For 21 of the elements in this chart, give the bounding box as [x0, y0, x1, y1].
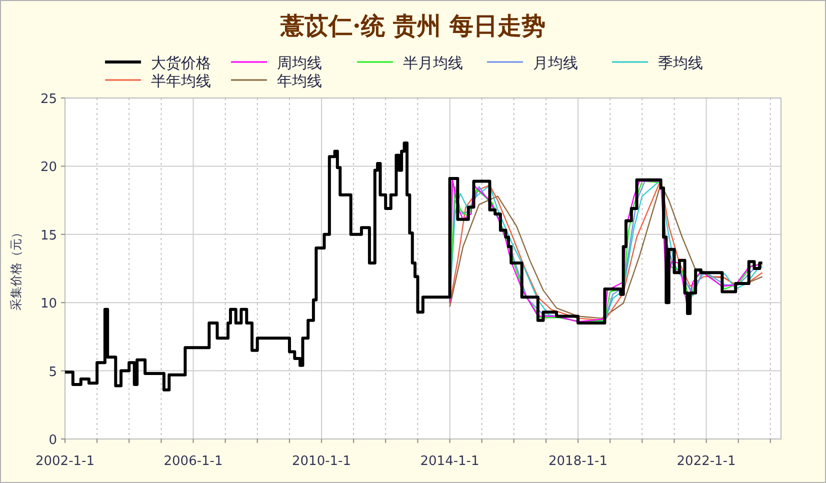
x-tick-label: 2006-1-1: [164, 454, 223, 469]
legend-label: 季均线: [658, 54, 703, 72]
x-tick-label: 2022-1-1: [676, 454, 736, 469]
legend-label: 年均线: [277, 72, 322, 90]
x-tick-label: 2018-1-1: [548, 454, 608, 469]
legend-label: 半月均线: [403, 54, 463, 72]
y-tick-label: 0: [48, 433, 57, 448]
y-tick-label: 15: [40, 228, 57, 244]
legend-label: 周均线: [277, 54, 322, 72]
x-tick-label: 2014-1-1: [420, 454, 480, 469]
legend-label: 月均线: [533, 54, 578, 72]
legend-label: 大货价格: [151, 54, 211, 72]
y-tick-label: 5: [48, 364, 57, 380]
y-tick-label: 20: [40, 160, 57, 176]
chart-title: 薏苡仁·统 贵州 每日走势: [279, 11, 546, 40]
x-tick-label: 2002-1-1: [35, 454, 95, 469]
x-tick-label: 2010-1-1: [292, 454, 352, 469]
y-tick-label: 10: [40, 296, 57, 312]
y-axis-title: 采集价格（元）: [9, 226, 23, 310]
legend-label: 半年均线: [151, 72, 211, 90]
y-tick-label: 25: [40, 92, 57, 107]
